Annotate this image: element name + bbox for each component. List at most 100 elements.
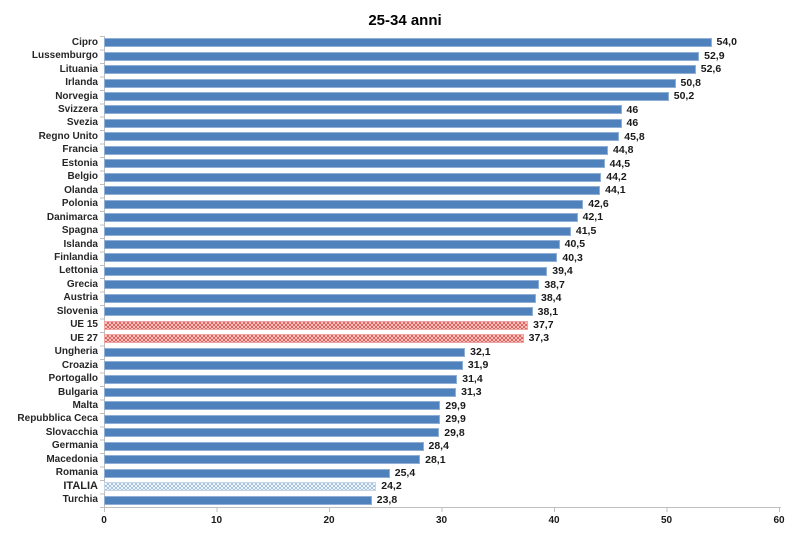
- value-label: 31,3: [461, 386, 482, 399]
- category-label: Portogallo: [48, 373, 98, 385]
- x-axis-tick-label: 40: [548, 515, 560, 526]
- bar-row: Svezia 46: [0, 117, 810, 130]
- value-label: 29,8: [444, 426, 465, 439]
- x-axis-tick-label: 20: [323, 515, 335, 526]
- value-label: 29,9: [445, 399, 466, 412]
- value-label: 50,2: [673, 90, 695, 103]
- bar: [104, 118, 622, 128]
- bar-row: Cipro 54,0: [0, 36, 810, 49]
- category-label: Ungheria: [54, 346, 98, 358]
- value-label: 42,1: [582, 211, 604, 224]
- value-label: 38,1: [537, 305, 559, 318]
- bar: [104, 414, 441, 424]
- category-label: Islanda: [63, 238, 98, 250]
- category-label: Croazia: [61, 359, 98, 371]
- bar: [104, 307, 533, 317]
- x-axis-tick-label: 10: [210, 515, 223, 526]
- category-label: Grecia: [66, 278, 98, 290]
- bar: [104, 280, 540, 290]
- bar: [104, 51, 700, 61]
- category-label: Danimarca: [46, 211, 98, 223]
- bar: [104, 92, 669, 102]
- value-label: 52,6: [700, 63, 722, 76]
- bar: [104, 253, 558, 263]
- value-label: 28,1: [425, 453, 446, 466]
- bar-row: Romania 25,4: [0, 467, 810, 480]
- bar-row: Belgio 44,2: [0, 171, 810, 184]
- category-label: Lettonia: [59, 265, 98, 277]
- value-label: 44,2: [606, 171, 627, 183]
- bar: [104, 132, 620, 142]
- category-label: Polonia: [61, 198, 98, 210]
- value-label: 42,6: [588, 197, 609, 210]
- category-label: Cipro: [71, 36, 98, 48]
- value-label: 46: [626, 117, 639, 130]
- x-axis-line: [104, 507, 781, 508]
- value-label: 32,1: [470, 345, 491, 358]
- category-label: Austria: [63, 292, 98, 304]
- bar-row: ITALIA 24,2: [0, 480, 810, 493]
- category-label: Slovenia: [56, 305, 98, 317]
- value-label: 52,9: [704, 49, 725, 62]
- category-label: Svizzera: [57, 103, 98, 115]
- value-label: 44,1: [605, 184, 626, 197]
- y-axis-ticks: [100, 36, 104, 508]
- bar-row: Spagna 41,5: [0, 224, 810, 237]
- value-label: 45,8: [624, 130, 645, 143]
- bar: [104, 38, 712, 48]
- value-label: 50,8: [680, 76, 701, 89]
- bar-row: Estonia 44,5: [0, 157, 810, 170]
- bar: [104, 334, 524, 344]
- bar: [104, 320, 529, 330]
- value-label: 37,7: [533, 318, 554, 331]
- x-axis-ticks: [104, 508, 781, 512]
- category-label: Norvegia: [55, 90, 98, 102]
- bar: [104, 105, 622, 115]
- bar-row: Germania 28,4: [0, 440, 810, 453]
- value-label: 31,9: [467, 359, 489, 372]
- bar-row: Norvegia 50,2: [0, 90, 810, 103]
- bar-row: Svizzera 46: [0, 103, 810, 116]
- bar: [104, 159, 605, 169]
- bar-row: Austria 38,4: [0, 292, 810, 305]
- category-label: UE 27: [70, 332, 98, 344]
- bar: [104, 266, 548, 276]
- category-label: Francia: [62, 144, 98, 156]
- category-label: Svezia: [66, 117, 98, 129]
- bar: [104, 361, 463, 371]
- bar: [104, 186, 601, 196]
- value-label: 25,4: [394, 466, 416, 479]
- bar: [104, 172, 602, 182]
- category-label: Belgio: [67, 171, 98, 183]
- bar: [104, 428, 440, 438]
- value-label: 44,8: [613, 144, 634, 157]
- value-label: 44,5: [609, 157, 631, 170]
- value-label: 39,4: [552, 265, 573, 278]
- category-label: Romania: [55, 467, 98, 479]
- category-label: ITALIA: [63, 480, 98, 493]
- value-label: 31,4: [462, 372, 483, 385]
- bar-row: Croazia 31,9: [0, 359, 810, 372]
- category-label: Olanda: [64, 184, 98, 196]
- category-label: Germania: [51, 440, 98, 452]
- bar-row: Ungheria 32,1: [0, 345, 810, 358]
- value-label: 24,2: [381, 480, 402, 493]
- bar-row: Danimarca 42,1: [0, 211, 810, 224]
- category-label: Spagna: [61, 225, 98, 237]
- bar: [104, 240, 560, 250]
- bar-row: Macedonia 28,1: [0, 453, 810, 466]
- category-label: Lituania: [59, 63, 98, 75]
- plot-area: Cipro 54,0 Lussemburgo 52,9 Lituania 52,6 Irla…: [0, 36, 810, 526]
- category-label: Turchia: [62, 494, 98, 506]
- bar: [104, 482, 377, 492]
- bar-row: Olanda 44,1: [0, 184, 810, 197]
- category-label: Macedonia: [46, 453, 98, 465]
- value-label: 38,7: [544, 278, 565, 291]
- bar: [104, 388, 457, 397]
- bar-row: Grecia 38,7: [0, 278, 810, 291]
- bar-row: Irlanda 50,8: [0, 76, 810, 89]
- value-label: 41,5: [575, 224, 597, 237]
- category-label: Repubblica Ceca: [17, 413, 98, 425]
- bar: [104, 374, 458, 384]
- x-axis-tick-label: 0: [101, 515, 107, 526]
